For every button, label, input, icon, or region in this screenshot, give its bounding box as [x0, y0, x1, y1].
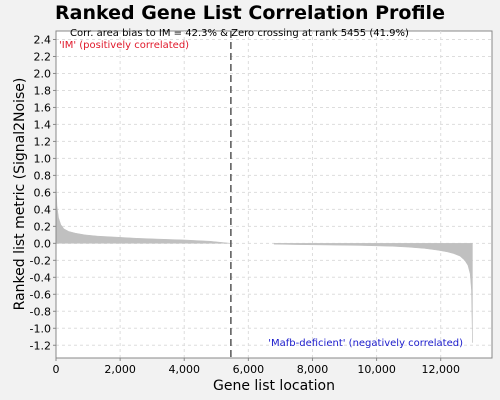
y-tick-label: 2.0	[34, 67, 52, 80]
y-tick-label: -1.2	[30, 339, 51, 352]
y-tick-label: -0.8	[30, 305, 51, 318]
y-tick-label: 2.2	[34, 50, 52, 63]
y-tick-label: 1.2	[34, 135, 52, 148]
tick-labels: 2.4 2.2 2.0 1.8 1.6 1.4 1.2 1.0 0.8 0.6 0.4 0.2 0.0 -…	[30, 33, 460, 376]
y-tick-label: -0.6	[30, 288, 51, 301]
y-tick-label: 0.0	[34, 237, 52, 250]
plot-area-background	[55, 30, 493, 359]
x-axis-label: Gene list location	[213, 378, 335, 394]
x-tick-label: 12,000	[421, 363, 460, 376]
y-tick-label: -1.0	[30, 322, 51, 335]
x-tick-label: 2,000	[104, 363, 136, 376]
y-tick-label: 0.4	[34, 203, 52, 216]
x-tick-label: 4,000	[168, 363, 200, 376]
y-tick-label: 2.4	[34, 33, 52, 46]
y-tick-label: -0.2	[30, 254, 51, 267]
y-tick-label: 0.8	[34, 169, 52, 182]
y-tick-label: 1.0	[34, 152, 52, 165]
y-axis-label: Ranked list metric (Signal2Noise)	[12, 78, 28, 311]
positive-label: 'IM' (positively correlated)	[59, 40, 189, 51]
negative-area	[273, 243, 473, 343]
axes	[53, 31, 492, 361]
x-tick-label: 6,000	[233, 363, 265, 376]
y-tick-label: 0.6	[34, 186, 52, 199]
chart-title: Ranked Gene List Correlation Profile	[55, 2, 445, 24]
negative-label: 'Mafb-deficient' (negatively correlated)	[268, 338, 463, 349]
y-tick-label: -0.4	[30, 271, 51, 284]
y-tick-label: 1.6	[34, 101, 52, 114]
y-tick-label: 0.2	[34, 220, 52, 233]
data-series	[55, 31, 473, 358]
y-tick-label: 1.8	[34, 84, 52, 97]
x-tick-label: 8,000	[297, 363, 329, 376]
x-tick-label: 0	[53, 363, 60, 376]
y-tick-label: 1.4	[34, 118, 52, 131]
x-tick-label: 10,000	[357, 363, 396, 376]
positive-area	[55, 182, 231, 244]
summary-annotation: Corr. area bias to IM = 42.3% & Zero cro…	[70, 28, 409, 39]
